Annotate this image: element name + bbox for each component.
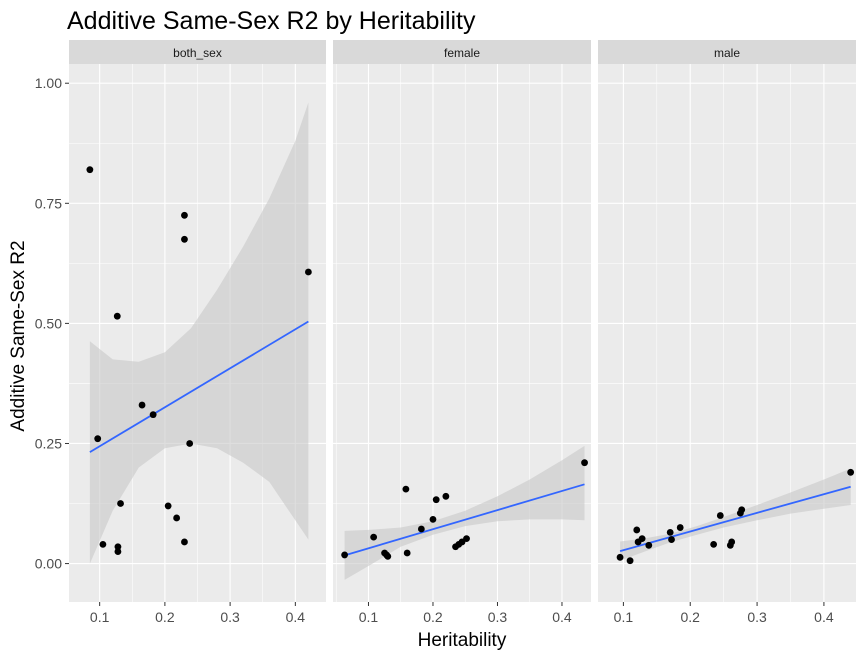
panels: 0.00 0.25 0.50 0.75 1.00 both_sex 0.1 0.2 0.3 0.4… bbox=[35, 40, 856, 625]
x-tick-label: 0.4 bbox=[286, 609, 306, 625]
x-tick-label: 0.3 bbox=[747, 609, 767, 625]
x-tick-label: 0.4 bbox=[552, 609, 572, 625]
x-tick-label: 0.1 bbox=[359, 609, 379, 625]
facet-strip bbox=[69, 40, 326, 64]
data-point bbox=[99, 540, 107, 548]
data-point bbox=[86, 166, 94, 174]
x-tick-label: 0.3 bbox=[220, 609, 240, 625]
data-point bbox=[117, 500, 124, 507]
panel-background bbox=[598, 64, 856, 602]
panel-male: male 0.1 0.2 0.3 0.4 bbox=[598, 40, 856, 625]
data-point bbox=[728, 538, 736, 546]
x-axis-title: Heritability bbox=[418, 630, 507, 651]
data-point bbox=[138, 401, 146, 409]
y-tick-label: 0.25 bbox=[35, 435, 62, 451]
facet-strip bbox=[333, 40, 591, 64]
data-point bbox=[186, 440, 194, 447]
fit-line bbox=[344, 483, 585, 557]
x-tick-label: 0.3 bbox=[488, 609, 508, 625]
data-point bbox=[341, 551, 349, 559]
data-point bbox=[638, 535, 646, 542]
facet-strip-label: female bbox=[444, 46, 480, 60]
data-point bbox=[429, 515, 437, 523]
data-point bbox=[181, 538, 188, 546]
data-point bbox=[114, 543, 122, 551]
confidence-band bbox=[344, 445, 585, 580]
data-point bbox=[403, 549, 411, 557]
fit-line bbox=[619, 485, 851, 552]
data-point bbox=[417, 525, 425, 533]
data-point bbox=[716, 512, 724, 519]
data-point bbox=[181, 211, 188, 219]
chart-title: Additive Same-Sex R2 by Heritability bbox=[67, 7, 476, 35]
data-point bbox=[114, 548, 122, 555]
data-point bbox=[666, 528, 674, 536]
data-point bbox=[710, 540, 718, 548]
data-point bbox=[173, 514, 181, 522]
data-point bbox=[626, 557, 634, 565]
x-tick-label: 0.2 bbox=[423, 609, 443, 625]
data-point bbox=[384, 552, 392, 560]
confidence-band bbox=[89, 102, 309, 564]
x-tick-label: 0.2 bbox=[681, 609, 701, 625]
data-point bbox=[633, 526, 641, 534]
data-point bbox=[463, 535, 470, 542]
data-point bbox=[676, 524, 684, 531]
x-tick-label: 0.4 bbox=[814, 609, 834, 625]
facet-strip-label: both_sex bbox=[173, 46, 222, 60]
panel-both-sex: both_sex 0.1 0.2 0.3 0.4 bbox=[69, 40, 326, 625]
facet-strip-label: male bbox=[714, 46, 740, 60]
data-point bbox=[113, 312, 121, 320]
data-point bbox=[738, 506, 746, 514]
data-point bbox=[402, 485, 410, 493]
data-point bbox=[581, 459, 588, 467]
y-axis-title: Additive Same-Sex R2 bbox=[8, 240, 29, 431]
data-point bbox=[645, 541, 653, 549]
y-tick-label: 0.50 bbox=[35, 315, 62, 331]
x-tick-label: 0.2 bbox=[155, 609, 175, 625]
data-point bbox=[668, 536, 675, 543]
x-tick-label: 0.1 bbox=[614, 609, 634, 625]
y-tick-label: 0.75 bbox=[35, 195, 62, 211]
x-tick-label: 0.1 bbox=[90, 609, 110, 625]
data-point bbox=[442, 492, 450, 500]
data-point bbox=[847, 468, 855, 476]
data-point bbox=[149, 411, 157, 419]
panel-female: female 0.1 0.2 0.3 0.4 bbox=[333, 40, 591, 625]
data-point bbox=[304, 268, 312, 276]
data-point bbox=[181, 235, 188, 243]
data-point bbox=[94, 435, 102, 443]
data-point bbox=[164, 502, 172, 510]
data-point bbox=[616, 553, 624, 561]
y-tick-label: 0.00 bbox=[35, 556, 62, 572]
facet-strip bbox=[598, 40, 856, 64]
confidence-band bbox=[620, 468, 851, 561]
data-point bbox=[370, 533, 378, 541]
fit-line bbox=[89, 320, 309, 453]
data-point bbox=[432, 496, 440, 504]
y-tick-label: 1.00 bbox=[35, 75, 62, 91]
